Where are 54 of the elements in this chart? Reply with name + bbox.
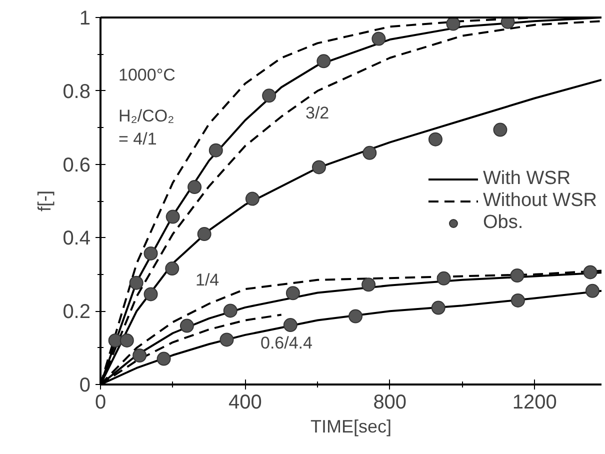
point bbox=[446, 18, 460, 31]
y-tick-label: 0 bbox=[79, 374, 90, 396]
x-tick-label: 400 bbox=[228, 392, 262, 414]
point bbox=[165, 262, 180, 276]
y-tick-label: 0.4 bbox=[62, 228, 91, 250]
point bbox=[493, 122, 508, 137]
point bbox=[362, 278, 376, 292]
point bbox=[188, 180, 202, 194]
point bbox=[166, 210, 180, 224]
x-axis-title: TIME[sec] bbox=[310, 416, 392, 436]
point bbox=[428, 132, 442, 146]
annotation: 3/2 bbox=[306, 104, 330, 122]
point bbox=[156, 352, 171, 366]
point bbox=[286, 286, 300, 300]
point bbox=[510, 268, 524, 282]
x-tick-label: 1200 bbox=[512, 392, 557, 414]
point bbox=[120, 333, 134, 348]
y-tick-label: 0.8 bbox=[62, 80, 91, 103]
y-tick-label: 0.2 bbox=[62, 301, 91, 324]
point bbox=[180, 318, 194, 333]
point bbox=[436, 271, 451, 286]
y-tick-label: 1 bbox=[79, 8, 90, 30]
y-tick-label: 0.6 bbox=[62, 154, 91, 176]
point bbox=[108, 333, 122, 348]
point bbox=[220, 332, 234, 347]
point bbox=[197, 227, 212, 242]
point bbox=[283, 318, 298, 332]
point bbox=[223, 304, 238, 318]
point bbox=[208, 143, 223, 158]
x-tick-label: 0 bbox=[94, 392, 106, 414]
annotation: 0.6/4.4 bbox=[260, 334, 312, 352]
point bbox=[372, 32, 386, 46]
point bbox=[129, 276, 144, 290]
annotation: 1000°C bbox=[118, 66, 176, 84]
annotation: 1/4 bbox=[196, 270, 220, 290]
point bbox=[144, 287, 158, 302]
point bbox=[583, 265, 598, 280]
point bbox=[510, 293, 525, 308]
point bbox=[245, 192, 260, 206]
point bbox=[362, 146, 377, 160]
x-tick-label: 800 bbox=[373, 392, 407, 414]
point bbox=[431, 300, 446, 315]
legend-label: Without WSR bbox=[482, 190, 597, 212]
point bbox=[316, 54, 331, 68]
point bbox=[312, 160, 326, 174]
point bbox=[144, 246, 158, 260]
point bbox=[348, 309, 363, 324]
legend-label: Obs. bbox=[482, 212, 524, 234]
point bbox=[262, 88, 276, 103]
y-axis-title: f[-] bbox=[34, 190, 55, 212]
annotation: H₂/CO₂ = 4/1 bbox=[118, 106, 174, 148]
point bbox=[132, 348, 147, 362]
legend-label: With WSR bbox=[482, 168, 571, 190]
point bbox=[585, 284, 600, 298]
